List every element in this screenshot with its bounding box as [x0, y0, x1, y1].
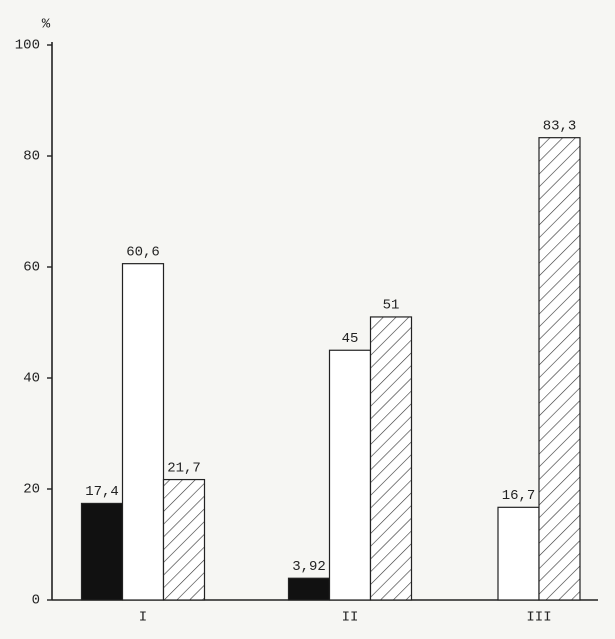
value-label: 17,4 [85, 484, 119, 500]
value-label: 21,7 [167, 460, 201, 476]
x-tick-label: II [342, 610, 359, 626]
value-label: 45 [342, 331, 359, 347]
y-tick-label: 100 [15, 38, 40, 54]
bar [162, 478, 206, 601]
bar [80, 502, 124, 601]
value-label: 83,3 [543, 118, 577, 134]
bar [121, 263, 165, 601]
bar [369, 316, 413, 601]
x-tick-label: I [139, 610, 147, 626]
y-tick-label: 80 [23, 149, 40, 165]
bar [328, 349, 372, 601]
bar [538, 137, 581, 601]
value-label: 51 [383, 298, 400, 314]
y-axis-label: % [42, 17, 51, 33]
x-tick-label: III [526, 610, 551, 626]
value-label: 3,92 [292, 559, 326, 575]
y-tick-label: 0 [32, 593, 40, 609]
value-label: 60,6 [126, 244, 160, 260]
bar [497, 506, 540, 601]
y-tick-label: 40 [23, 371, 40, 387]
bar [287, 577, 331, 601]
y-tick-label: 60 [23, 260, 40, 276]
y-tick-label: 20 [23, 482, 40, 498]
value-label: 16,7 [502, 488, 536, 504]
